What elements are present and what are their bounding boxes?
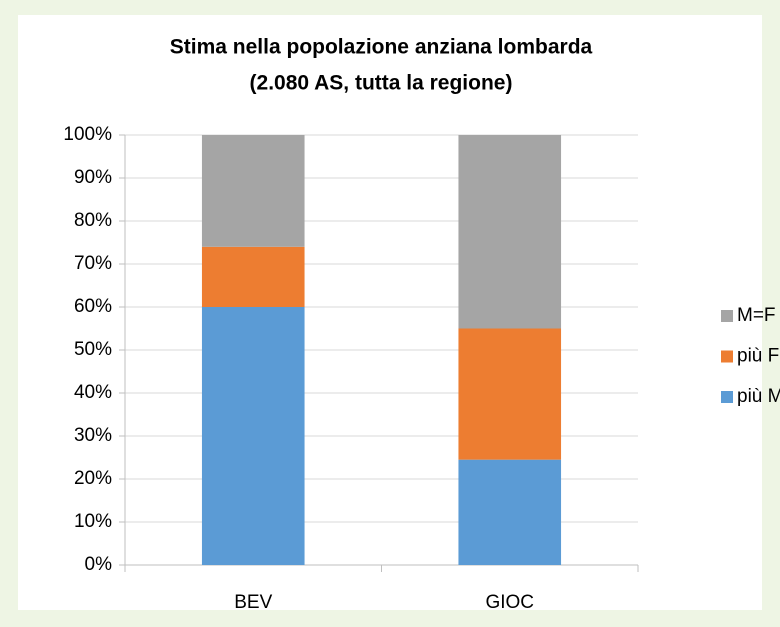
bar-segment	[201, 135, 305, 247]
chart-area	[18, 15, 762, 610]
y-tick-label: 40%	[74, 382, 112, 403]
y-tick-label: 30%	[74, 425, 112, 446]
bar-segment	[458, 135, 562, 329]
y-tick-label: 50%	[74, 339, 112, 360]
bar-segment	[458, 328, 562, 460]
x-tick-label: GIOC	[485, 592, 534, 613]
y-tick-label: 100%	[63, 124, 112, 145]
legend-label: più F	[737, 346, 779, 367]
bar-segment	[458, 459, 562, 565]
legend-swatch	[721, 391, 733, 403]
bar-segment	[201, 246, 305, 307]
y-tick-label: 60%	[74, 296, 112, 317]
legend-swatch	[721, 350, 733, 363]
bar-segment	[201, 307, 305, 565]
legend-label: più M	[737, 386, 780, 407]
chart-title: Stima nella popolazione anziana lombarda	[170, 36, 593, 59]
y-tick-label: 0%	[85, 554, 113, 575]
x-tick-label: BEV	[234, 592, 272, 613]
legend-label: M=F	[737, 305, 776, 326]
y-tick-label: 10%	[74, 511, 112, 532]
y-tick-label: 90%	[74, 167, 112, 188]
chart-title: (2.080 AS, tutta la regione)	[250, 72, 513, 95]
y-tick-label: 20%	[74, 468, 112, 489]
y-tick-label: 80%	[74, 210, 112, 231]
y-tick-label: 70%	[74, 253, 112, 274]
legend-swatch	[721, 310, 733, 322]
